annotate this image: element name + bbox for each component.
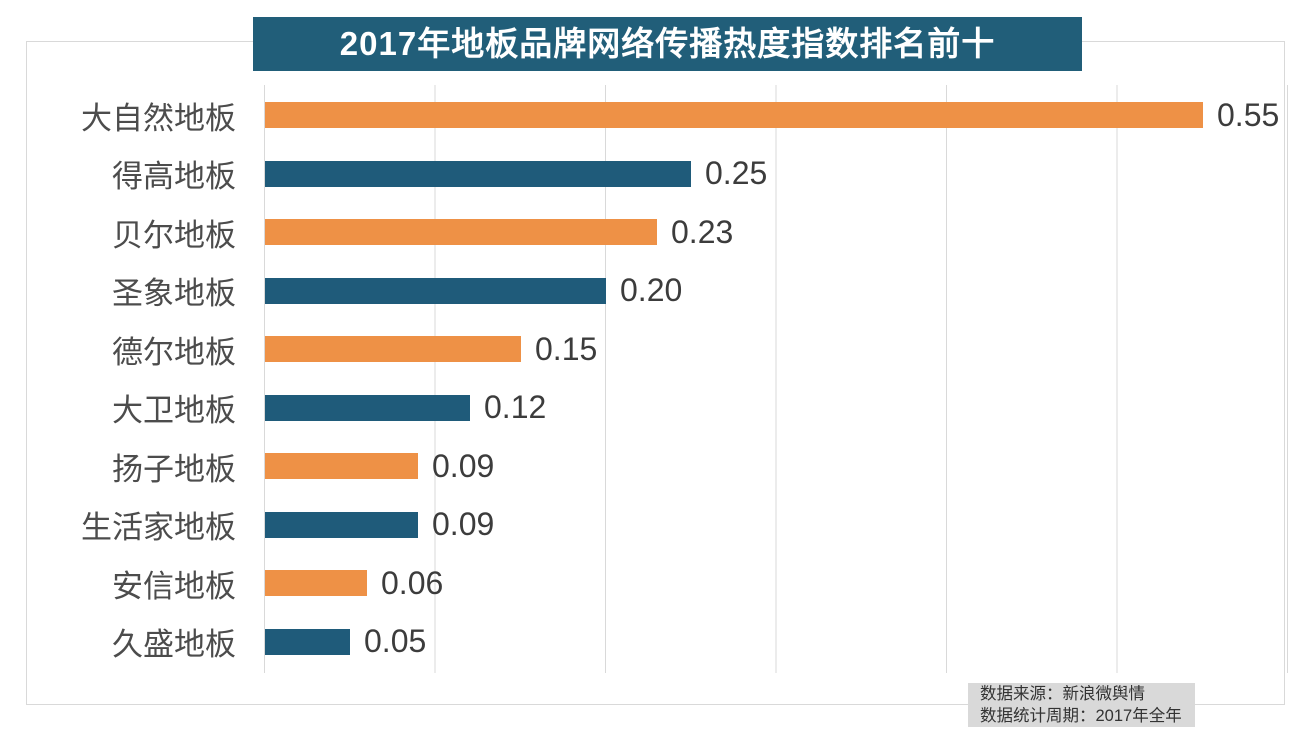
category-label: 圣象地板 [112, 276, 236, 312]
value-label: 0.09 [432, 506, 495, 543]
bar-row: 久盛地板 0.05 [0, 613, 1314, 672]
source-note: 数据来源：新浪微舆情 数据统计周期：2017年全年 [968, 683, 1195, 727]
bar-rows: 大自然地板 0.55 得高地板 0.25 贝尔地板 0.23 圣象地板 0.20… [0, 86, 1314, 671]
value-label: 0.05 [364, 623, 427, 660]
bar [265, 336, 521, 363]
category-label: 贝尔地板 [112, 217, 236, 253]
category-label: 大卫地板 [112, 393, 236, 429]
bar [265, 570, 367, 597]
category-label: 久盛地板 [112, 627, 236, 663]
bar [265, 102, 1203, 129]
value-label: 0.55 [1217, 96, 1280, 133]
bar [265, 160, 691, 187]
category-label: 德尔地板 [112, 334, 236, 370]
category-label: 生活家地板 [81, 510, 236, 546]
bar-row: 圣象地板 0.20 [0, 262, 1314, 321]
bar [265, 277, 606, 304]
bar-row: 大卫地板 0.12 [0, 379, 1314, 438]
chart-title: 2017年地板品牌网络传播热度指数排名前十 [253, 17, 1082, 71]
bar [265, 219, 657, 246]
value-label: 0.09 [432, 447, 495, 484]
bar-row: 大自然地板 0.55 [0, 86, 1314, 145]
bar-row: 贝尔地板 0.23 [0, 203, 1314, 262]
value-label: 0.25 [705, 155, 768, 192]
bar [265, 453, 418, 480]
value-label: 0.20 [620, 272, 683, 309]
value-label: 0.06 [381, 564, 444, 601]
bar-row: 生活家地板 0.09 [0, 496, 1314, 555]
category-label: 扬子地板 [112, 451, 236, 487]
source-note-line2: 数据统计周期：2017年全年 [980, 706, 1182, 725]
bar-row: 扬子地板 0.09 [0, 437, 1314, 496]
bar-row: 安信地板 0.06 [0, 554, 1314, 613]
bar [265, 394, 470, 421]
value-label: 0.15 [535, 330, 598, 367]
bar-row: 德尔地板 0.15 [0, 320, 1314, 379]
bar [265, 628, 350, 655]
category-label: 得高地板 [112, 159, 236, 195]
value-label: 0.12 [484, 389, 547, 426]
value-label: 0.23 [671, 213, 734, 250]
source-note-line1: 数据来源：新浪微舆情 [980, 685, 1145, 703]
bar [265, 511, 418, 538]
bar-row: 得高地板 0.25 [0, 145, 1314, 204]
category-label: 大自然地板 [81, 100, 236, 136]
category-label: 安信地板 [112, 568, 236, 604]
